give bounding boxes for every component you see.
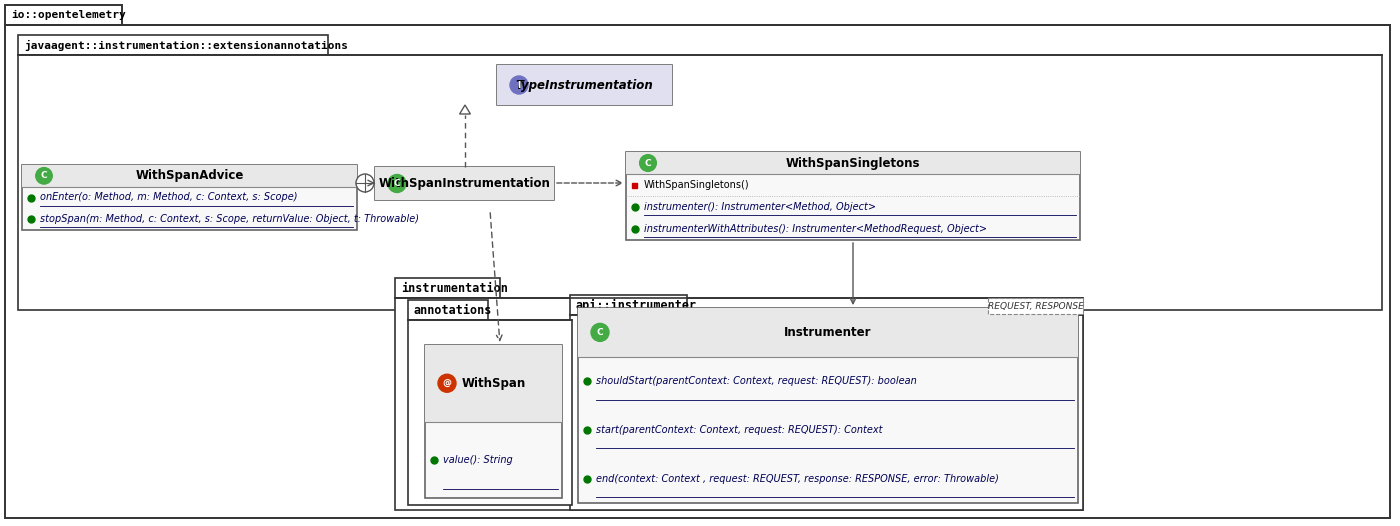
Text: value(): String: value(): String (442, 455, 512, 465)
Text: shouldStart(parentContext: Context, request: REQUEST): boolean: shouldStart(parentContext: Context, requ… (596, 376, 917, 386)
Bar (626, 152, 1079, 174)
Text: REQUEST, RESPONSE: REQUEST, RESPONSE (987, 301, 1084, 310)
Polygon shape (459, 105, 470, 114)
Circle shape (640, 155, 657, 171)
Bar (497, 65, 672, 105)
Text: WithSpanSingletons(): WithSpanSingletons() (644, 180, 749, 190)
Text: onEnter(o: Method, m: Method, c: Context, s: Scope): onEnter(o: Method, m: Method, c: Context… (41, 193, 297, 203)
Polygon shape (407, 300, 489, 320)
Circle shape (510, 76, 528, 94)
Circle shape (356, 174, 374, 192)
Text: @: @ (442, 379, 451, 388)
Text: stopSpan(m: Method, c: Context, s: Scope, returnValue: Object, t: Throwable): stopSpan(m: Method, c: Context, s: Scope… (41, 214, 419, 224)
Bar (18, 55, 1382, 310)
Bar (578, 308, 1078, 357)
Text: instrumenter(): Instrumenter<Method, Object>: instrumenter(): Instrumenter<Method, Obj… (644, 202, 876, 212)
Bar (395, 298, 1084, 510)
Bar (988, 298, 1084, 314)
Polygon shape (18, 35, 328, 55)
Bar (22, 165, 357, 187)
Text: io::opentelemetry: io::opentelemetry (11, 10, 126, 20)
Text: WithSpanInstrumentation: WithSpanInstrumentation (378, 177, 550, 190)
Text: Instrumenter: Instrumenter (784, 326, 872, 339)
Text: javaagent::instrumentation::extensionannotations: javaagent::instrumentation::extensionann… (24, 39, 349, 50)
Text: C: C (596, 328, 603, 337)
Text: C: C (644, 158, 651, 167)
Bar (426, 345, 561, 421)
Text: WithSpanSingletons: WithSpanSingletons (785, 157, 920, 169)
Text: WithSpan: WithSpan (462, 377, 525, 390)
Bar (375, 167, 554, 200)
Circle shape (591, 323, 609, 341)
Text: instrumentation: instrumentation (400, 281, 508, 295)
Text: TypeInstrumentation: TypeInstrumentation (515, 78, 654, 92)
Text: end(context: Context , request: REQUEST, response: RESPONSE, error: Throwable): end(context: Context , request: REQUEST,… (596, 473, 998, 483)
Circle shape (36, 168, 52, 184)
Bar (426, 345, 561, 498)
Polygon shape (570, 295, 687, 315)
Text: C: C (393, 179, 400, 188)
Text: instrumenterWithAttributes(): Instrumenter<MethodRequest, Object>: instrumenterWithAttributes(): Instrument… (644, 224, 987, 234)
Polygon shape (395, 278, 500, 298)
Bar (626, 152, 1079, 240)
Bar (578, 308, 1078, 503)
Bar (570, 315, 1084, 510)
Bar (497, 65, 672, 105)
Text: start(parentContext: Context, request: REQUEST): Context: start(parentContext: Context, request: R… (596, 425, 882, 435)
Text: annotations: annotations (414, 304, 493, 317)
Bar (407, 320, 573, 505)
Circle shape (438, 375, 456, 392)
Text: I: I (518, 80, 521, 89)
Text: C: C (41, 171, 48, 180)
Circle shape (388, 175, 406, 193)
Polygon shape (6, 5, 122, 25)
Bar (631, 183, 637, 187)
Bar (375, 167, 554, 200)
Bar (22, 165, 357, 230)
Text: WithSpanAdvice: WithSpanAdvice (136, 169, 244, 183)
Text: api::instrumenter: api::instrumenter (575, 298, 697, 311)
